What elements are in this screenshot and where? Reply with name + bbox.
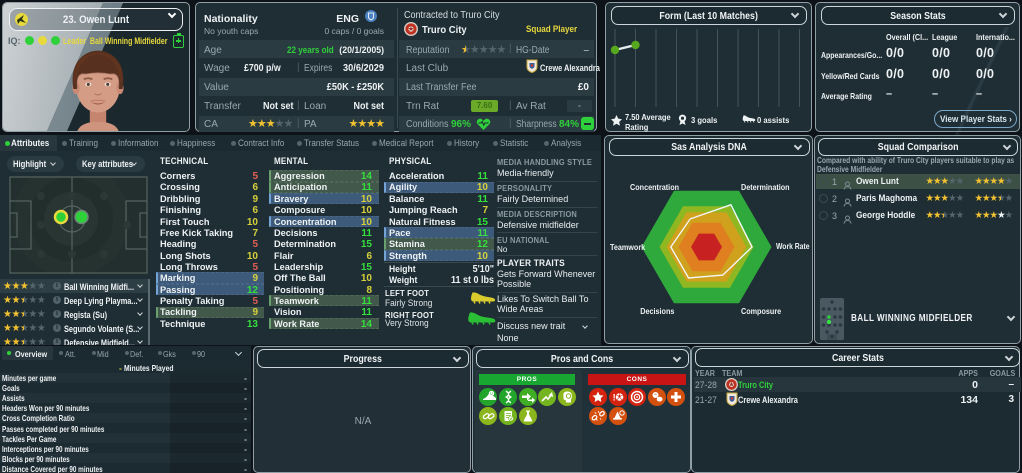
svg-text:!: ! [612,393,615,403]
